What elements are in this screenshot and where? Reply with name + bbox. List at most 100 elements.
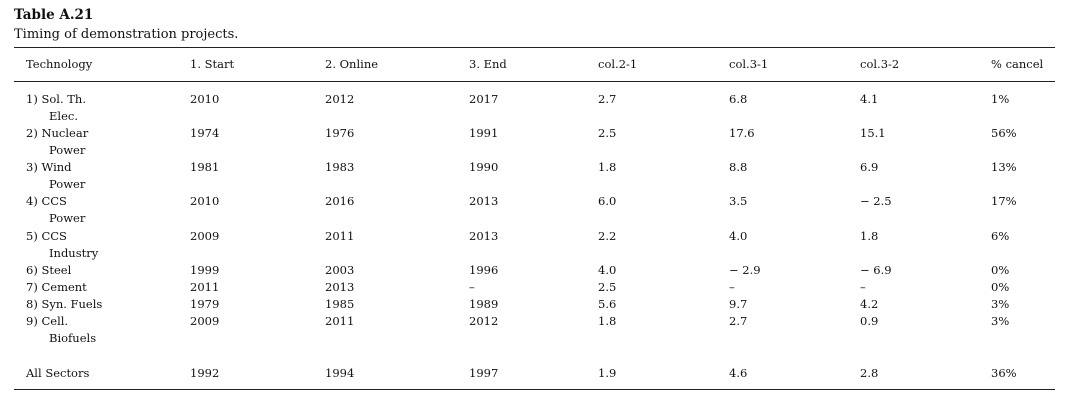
col3-1-cell: – — [729, 280, 735, 294]
col3-1-cell: 4.6 — [729, 366, 748, 380]
end-cell: 2017 — [469, 92, 499, 106]
technology-cell: 7) Cement — [26, 279, 87, 296]
technology-name: 1) Sol. Th. — [26, 92, 86, 106]
cancel-cell: 13% — [991, 160, 1017, 174]
col3-1-cell: 4.0 — [729, 229, 748, 243]
table-label: Table A.21 — [14, 7, 94, 23]
online-cell: 1994 — [325, 366, 355, 380]
col2-1-cell: 2.2 — [598, 229, 617, 243]
technology-name: 5) CCS — [26, 229, 67, 243]
technology-cell: All Sectors — [26, 365, 89, 382]
cancel-cell: 3% — [991, 297, 1010, 311]
col3-1-cell: 9.7 — [729, 297, 748, 311]
technology-cell: 4) CCS Power — [26, 193, 85, 227]
col3-1-cell: 2.7 — [729, 314, 748, 328]
technology-subname: Power — [49, 177, 86, 191]
technology-cell: 1) Sol. Th. Elec. — [26, 91, 86, 125]
end-cell: 1991 — [469, 126, 499, 140]
start-cell: 2011 — [190, 280, 220, 294]
technology-subname: Power — [49, 211, 86, 225]
col3-1-cell: 8.8 — [729, 160, 748, 174]
start-cell: 1999 — [190, 263, 220, 277]
col2-1-cell: 5.6 — [598, 297, 617, 311]
col2-1-cell: 6.0 — [598, 194, 617, 208]
cancel-cell: 1% — [991, 92, 1010, 106]
col2-1-cell: 1.9 — [598, 366, 617, 380]
end-cell: 1989 — [469, 297, 499, 311]
col2-1-cell: 1.8 — [598, 160, 617, 174]
header-technology: Technology — [26, 57, 93, 71]
start-cell: 2010 — [190, 194, 220, 208]
col3-2-cell: 15.1 — [860, 126, 886, 140]
online-cell: 2011 — [325, 314, 355, 328]
online-cell: 2003 — [325, 263, 355, 277]
end-cell: 1990 — [469, 160, 499, 174]
table-caption: Timing of demonstration projects. — [14, 27, 239, 42]
technology-name: 7) Cement — [26, 280, 87, 294]
start-cell: 1979 — [190, 297, 220, 311]
online-cell: 2012 — [325, 92, 355, 106]
col2-1-cell: 2.5 — [598, 126, 617, 140]
header-start: 1. Start — [190, 57, 235, 71]
col3-1-cell: − 2.9 — [729, 263, 761, 277]
online-cell: 1976 — [325, 126, 355, 140]
cancel-cell: 17% — [991, 194, 1017, 208]
technology-cell: 6) Steel — [26, 262, 71, 279]
header-cancel: % cancel — [991, 57, 1044, 71]
col2-1-cell: 2.7 — [598, 92, 617, 106]
start-cell: 1974 — [190, 126, 220, 140]
header-online: 2. Online — [325, 57, 379, 71]
col3-1-cell: 3.5 — [729, 194, 748, 208]
col3-2-cell: 0.9 — [860, 314, 879, 328]
technology-name: All Sectors — [26, 366, 90, 380]
col3-2-cell: 4.1 — [860, 92, 879, 106]
technology-cell: 9) Cell. Biofuels — [26, 313, 96, 347]
technology-subname: Industry — [49, 246, 99, 260]
online-cell: 2013 — [325, 280, 355, 294]
col2-1-cell: 4.0 — [598, 263, 617, 277]
technology-subname: Power — [49, 143, 86, 157]
start-cell: 2010 — [190, 92, 220, 106]
col3-1-cell: 6.8 — [729, 92, 748, 106]
top-rule — [14, 47, 1055, 48]
online-cell: 1983 — [325, 160, 355, 174]
technology-name: 6) Steel — [26, 263, 72, 277]
end-cell: 2012 — [469, 314, 499, 328]
start-cell: 1992 — [190, 366, 220, 380]
end-cell: 1997 — [469, 366, 499, 380]
col3-2-cell: 4.2 — [860, 297, 879, 311]
start-cell: 2009 — [190, 314, 220, 328]
technology-name: 4) CCS — [26, 194, 67, 208]
col3-2-cell: 6.9 — [860, 160, 879, 174]
technology-cell: 8) Syn. Fuels — [26, 296, 102, 313]
technology-name: 9) Cell. — [26, 314, 69, 328]
end-cell: – — [469, 280, 475, 294]
online-cell: 2016 — [325, 194, 355, 208]
start-cell: 1981 — [190, 160, 220, 174]
col3-2-cell: − 6.9 — [860, 263, 892, 277]
technology-name: 3) Wind — [26, 160, 72, 174]
header-col3-2: col.3-2 — [860, 57, 900, 71]
col3-1-cell: 17.6 — [729, 126, 755, 140]
technology-name: 8) Syn. Fuels — [26, 297, 103, 311]
col3-2-cell: – — [860, 280, 866, 294]
cancel-cell: 56% — [991, 126, 1017, 140]
col3-2-cell: 2.8 — [860, 366, 879, 380]
cancel-cell: 3% — [991, 314, 1010, 328]
header-end: 3. End — [469, 57, 507, 71]
cancel-cell: 36% — [991, 366, 1017, 380]
col2-1-cell: 1.8 — [598, 314, 617, 328]
technology-cell: 5) CCS Industry — [26, 228, 98, 262]
technology-cell: 2) Nuclear Power — [26, 125, 88, 159]
bottom-rule — [14, 389, 1055, 390]
header-col2-1: col.2-1 — [598, 57, 638, 71]
technology-name: 2) Nuclear — [26, 126, 89, 140]
cancel-cell: 6% — [991, 229, 1010, 243]
online-cell: 1985 — [325, 297, 355, 311]
end-cell: 2013 — [469, 194, 499, 208]
col3-2-cell: − 2.5 — [860, 194, 892, 208]
online-cell: 2011 — [325, 229, 355, 243]
cancel-cell: 0% — [991, 263, 1010, 277]
technology-subname: Biofuels — [49, 331, 97, 345]
start-cell: 2009 — [190, 229, 220, 243]
